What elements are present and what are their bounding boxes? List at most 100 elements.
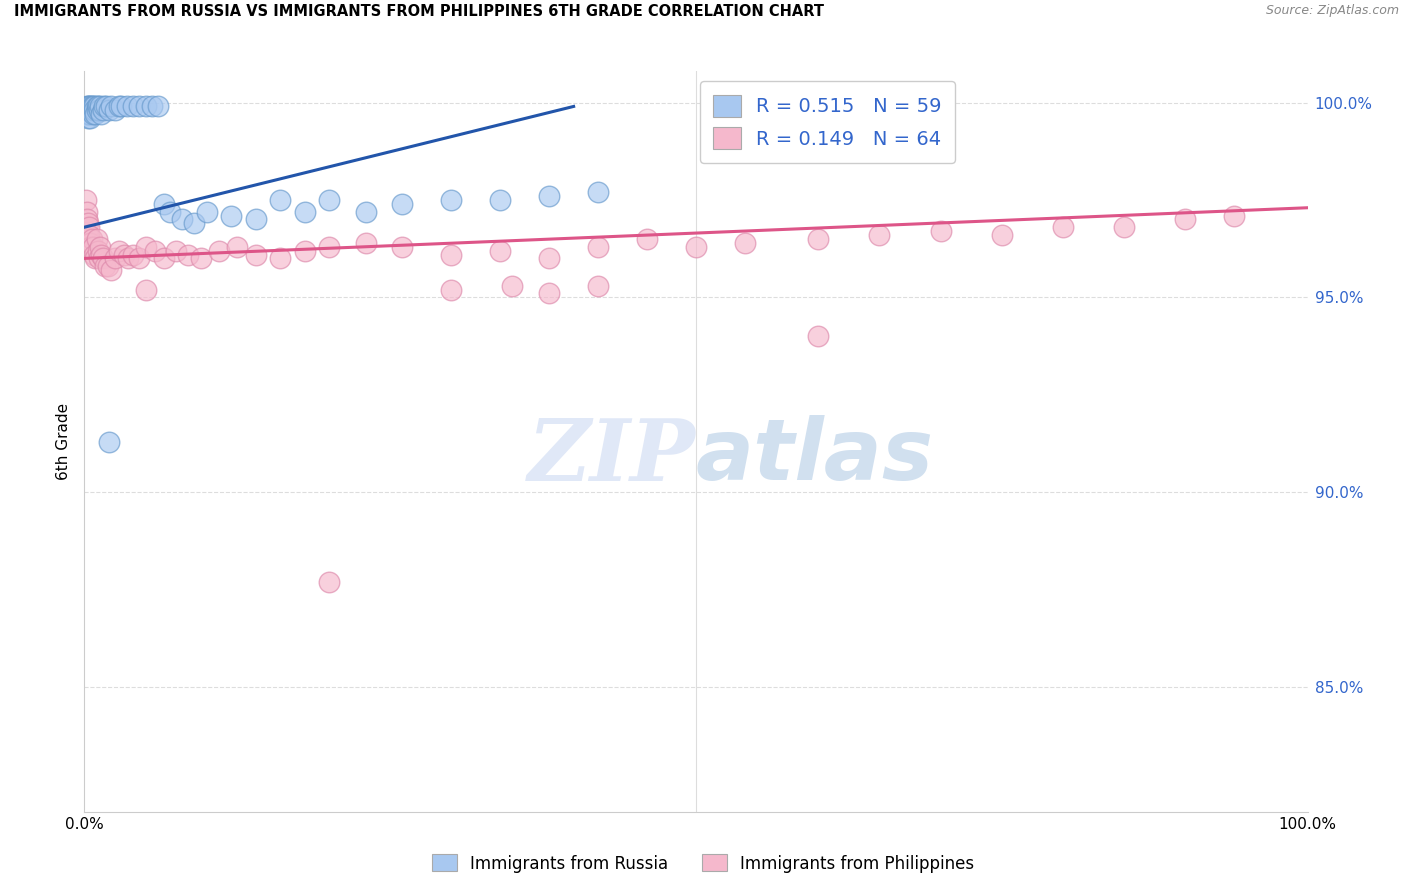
Point xyxy=(83,99,105,113)
Point xyxy=(90,107,112,121)
Point xyxy=(115,99,138,113)
Point xyxy=(87,103,110,118)
Point xyxy=(391,197,413,211)
Point xyxy=(79,103,101,118)
Point xyxy=(77,216,100,230)
Point xyxy=(86,103,108,118)
Point xyxy=(87,252,110,266)
Point xyxy=(685,240,707,254)
Point xyxy=(734,235,756,250)
Point xyxy=(391,240,413,254)
Point xyxy=(172,212,194,227)
Point xyxy=(77,220,100,235)
Point xyxy=(117,252,139,266)
Point xyxy=(146,99,169,113)
Point xyxy=(76,212,98,227)
Point xyxy=(84,252,107,266)
Point xyxy=(318,193,340,207)
Point xyxy=(165,244,187,258)
Point xyxy=(76,99,98,113)
Point xyxy=(318,240,340,254)
Point xyxy=(183,216,205,230)
Point xyxy=(79,111,101,125)
Point xyxy=(79,99,101,113)
Point xyxy=(586,278,609,293)
Text: ZIP: ZIP xyxy=(529,415,696,498)
Point xyxy=(90,247,112,261)
Point xyxy=(79,235,101,250)
Point xyxy=(86,232,108,246)
Point xyxy=(82,99,104,113)
Point xyxy=(440,193,463,207)
Point xyxy=(77,99,100,113)
Point xyxy=(128,99,150,113)
Point xyxy=(82,107,104,121)
Point xyxy=(112,247,135,261)
Point xyxy=(807,232,830,246)
Point xyxy=(100,263,122,277)
Point xyxy=(89,99,111,113)
Point xyxy=(97,259,120,273)
Point xyxy=(245,212,267,227)
Y-axis label: 6th Grade: 6th Grade xyxy=(56,403,72,480)
Point xyxy=(440,247,463,261)
Point xyxy=(294,204,316,219)
Point xyxy=(294,244,316,258)
Point xyxy=(77,103,100,118)
Point xyxy=(440,283,463,297)
Legend: R = 0.515   N = 59, R = 0.149   N = 64: R = 0.515 N = 59, R = 0.149 N = 64 xyxy=(700,81,955,163)
Point xyxy=(128,252,150,266)
Point xyxy=(96,99,118,113)
Point xyxy=(807,329,830,343)
Point xyxy=(97,103,120,118)
Point xyxy=(636,232,658,246)
Point xyxy=(1174,212,1197,227)
Point xyxy=(77,111,100,125)
Point xyxy=(76,107,98,121)
Point xyxy=(226,240,249,254)
Point xyxy=(1052,220,1074,235)
Point xyxy=(489,244,512,258)
Point xyxy=(80,99,103,113)
Point xyxy=(75,103,97,118)
Point xyxy=(107,99,129,113)
Point xyxy=(1114,220,1136,235)
Point xyxy=(83,247,105,261)
Point xyxy=(135,99,157,113)
Point xyxy=(76,204,98,219)
Point xyxy=(208,244,231,258)
Point xyxy=(94,259,117,273)
Point xyxy=(177,247,200,261)
Point xyxy=(87,99,110,113)
Point xyxy=(82,240,104,254)
Point xyxy=(159,204,181,219)
Point xyxy=(122,99,145,113)
Point xyxy=(80,103,103,118)
Point xyxy=(76,103,98,118)
Point xyxy=(87,244,110,258)
Point xyxy=(135,240,157,254)
Point xyxy=(586,185,609,199)
Point xyxy=(89,240,111,254)
Point xyxy=(502,278,524,293)
Point xyxy=(991,227,1014,242)
Point xyxy=(77,227,100,242)
Legend: Immigrants from Russia, Immigrants from Philippines: Immigrants from Russia, Immigrants from … xyxy=(425,847,981,880)
Point xyxy=(91,252,114,266)
Point xyxy=(77,107,100,121)
Point xyxy=(219,209,242,223)
Point xyxy=(91,103,114,118)
Point xyxy=(141,99,163,113)
Point xyxy=(869,227,891,242)
Point xyxy=(75,107,97,121)
Text: atlas: atlas xyxy=(696,415,934,498)
Point xyxy=(929,224,952,238)
Point xyxy=(104,103,127,118)
Point xyxy=(86,99,108,113)
Point xyxy=(75,193,97,207)
Point xyxy=(143,244,166,258)
Point xyxy=(269,252,291,266)
Point xyxy=(104,252,127,266)
Point xyxy=(269,193,291,207)
Point xyxy=(135,283,157,297)
